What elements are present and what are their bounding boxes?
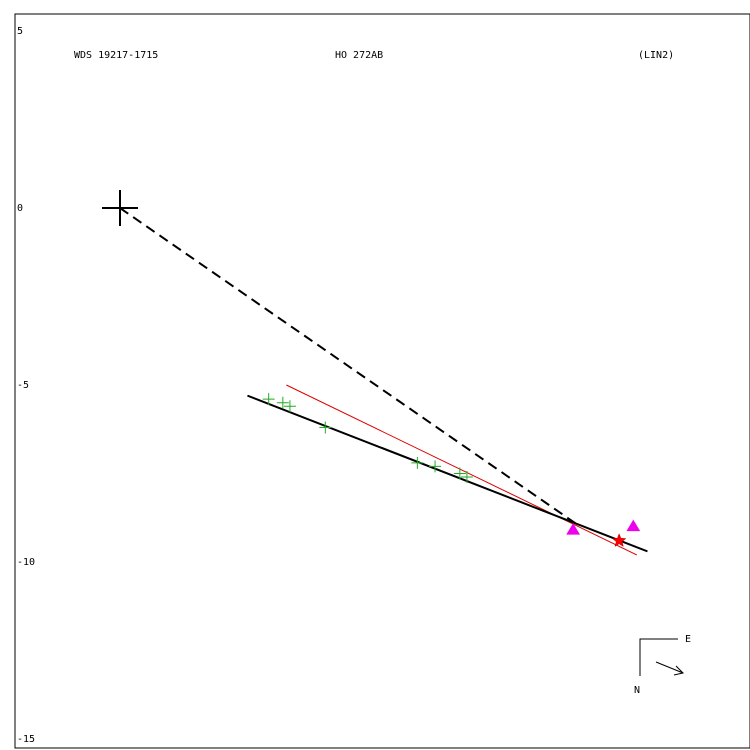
observation-point: [453, 467, 466, 480]
observation-point: [460, 471, 473, 484]
y-tick-label: -15: [17, 734, 35, 745]
fit-lines: [119, 207, 648, 556]
observation-point: [283, 400, 296, 413]
observation-point: [276, 396, 289, 409]
y-axis-ticks: 5 0 -5 -10 -15: [17, 26, 35, 745]
fit-method: (LIN2): [638, 50, 674, 61]
star-name: HO 272AB: [335, 50, 383, 61]
y-tick-label: -10: [17, 557, 35, 568]
predicted-position-star: [611, 533, 627, 547]
observation-point: [319, 421, 332, 434]
observation-point: [411, 456, 424, 469]
speckle-point: [626, 519, 641, 532]
wds-designation: WDS 19217-1715: [74, 50, 158, 61]
data-marks: [102, 190, 641, 547]
reference-line: [286, 384, 638, 556]
y-tick-label: 0: [17, 203, 23, 214]
y-tick-label: -5: [17, 380, 29, 391]
compass-east-label: E: [685, 634, 691, 645]
primary-star-marker: [102, 190, 138, 226]
compass-north-label: N: [634, 685, 640, 696]
motion-arrow-head: [673, 665, 684, 676]
compass-axes: [639, 638, 678, 676]
dashed-line: [119, 207, 581, 528]
linear-fit-line: [247, 394, 648, 553]
plot-frame: [14, 13, 750, 749]
speckle-point: [566, 523, 581, 535]
motion-arrow-shaft: [655, 661, 684, 674]
compass: E N: [634, 634, 691, 696]
y-tick-label: 5: [17, 26, 23, 37]
observation-point: [429, 460, 442, 473]
observation-point: [262, 393, 275, 406]
